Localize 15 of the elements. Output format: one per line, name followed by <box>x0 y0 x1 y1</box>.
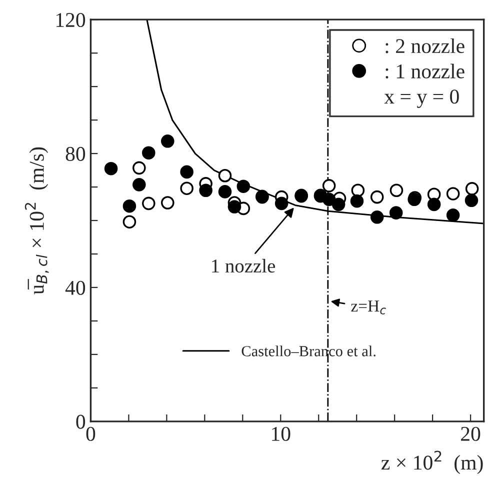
y-tick-label: 0 <box>76 414 86 429</box>
x-tick-label: 10 <box>272 426 290 441</box>
y-tick-label: 40 <box>65 280 86 295</box>
legend-label: Castello–Branco et al. <box>242 346 376 356</box>
x-tick-label: 0 <box>86 426 96 441</box>
legend-label: : 2 nozzle <box>386 38 464 54</box>
x-tick-label: 20 <box>461 426 480 441</box>
y-tick-label: 80 <box>66 146 86 161</box>
y-axis-title: u̅$_{B,cl}$ × 10$^{2}$ (m/s) <box>24 147 49 294</box>
y-tick-label: 120 <box>56 12 86 28</box>
annotation: x = y = 0 <box>384 90 459 108</box>
x-axis-title: z × 10$^{2}$ (m) <box>381 450 483 474</box>
legend-label: : 1 nozzle <box>386 64 464 78</box>
ref-line-label: z=H$_{c}$ <box>351 300 386 314</box>
annotation: 1 nozzle <box>212 258 276 273</box>
